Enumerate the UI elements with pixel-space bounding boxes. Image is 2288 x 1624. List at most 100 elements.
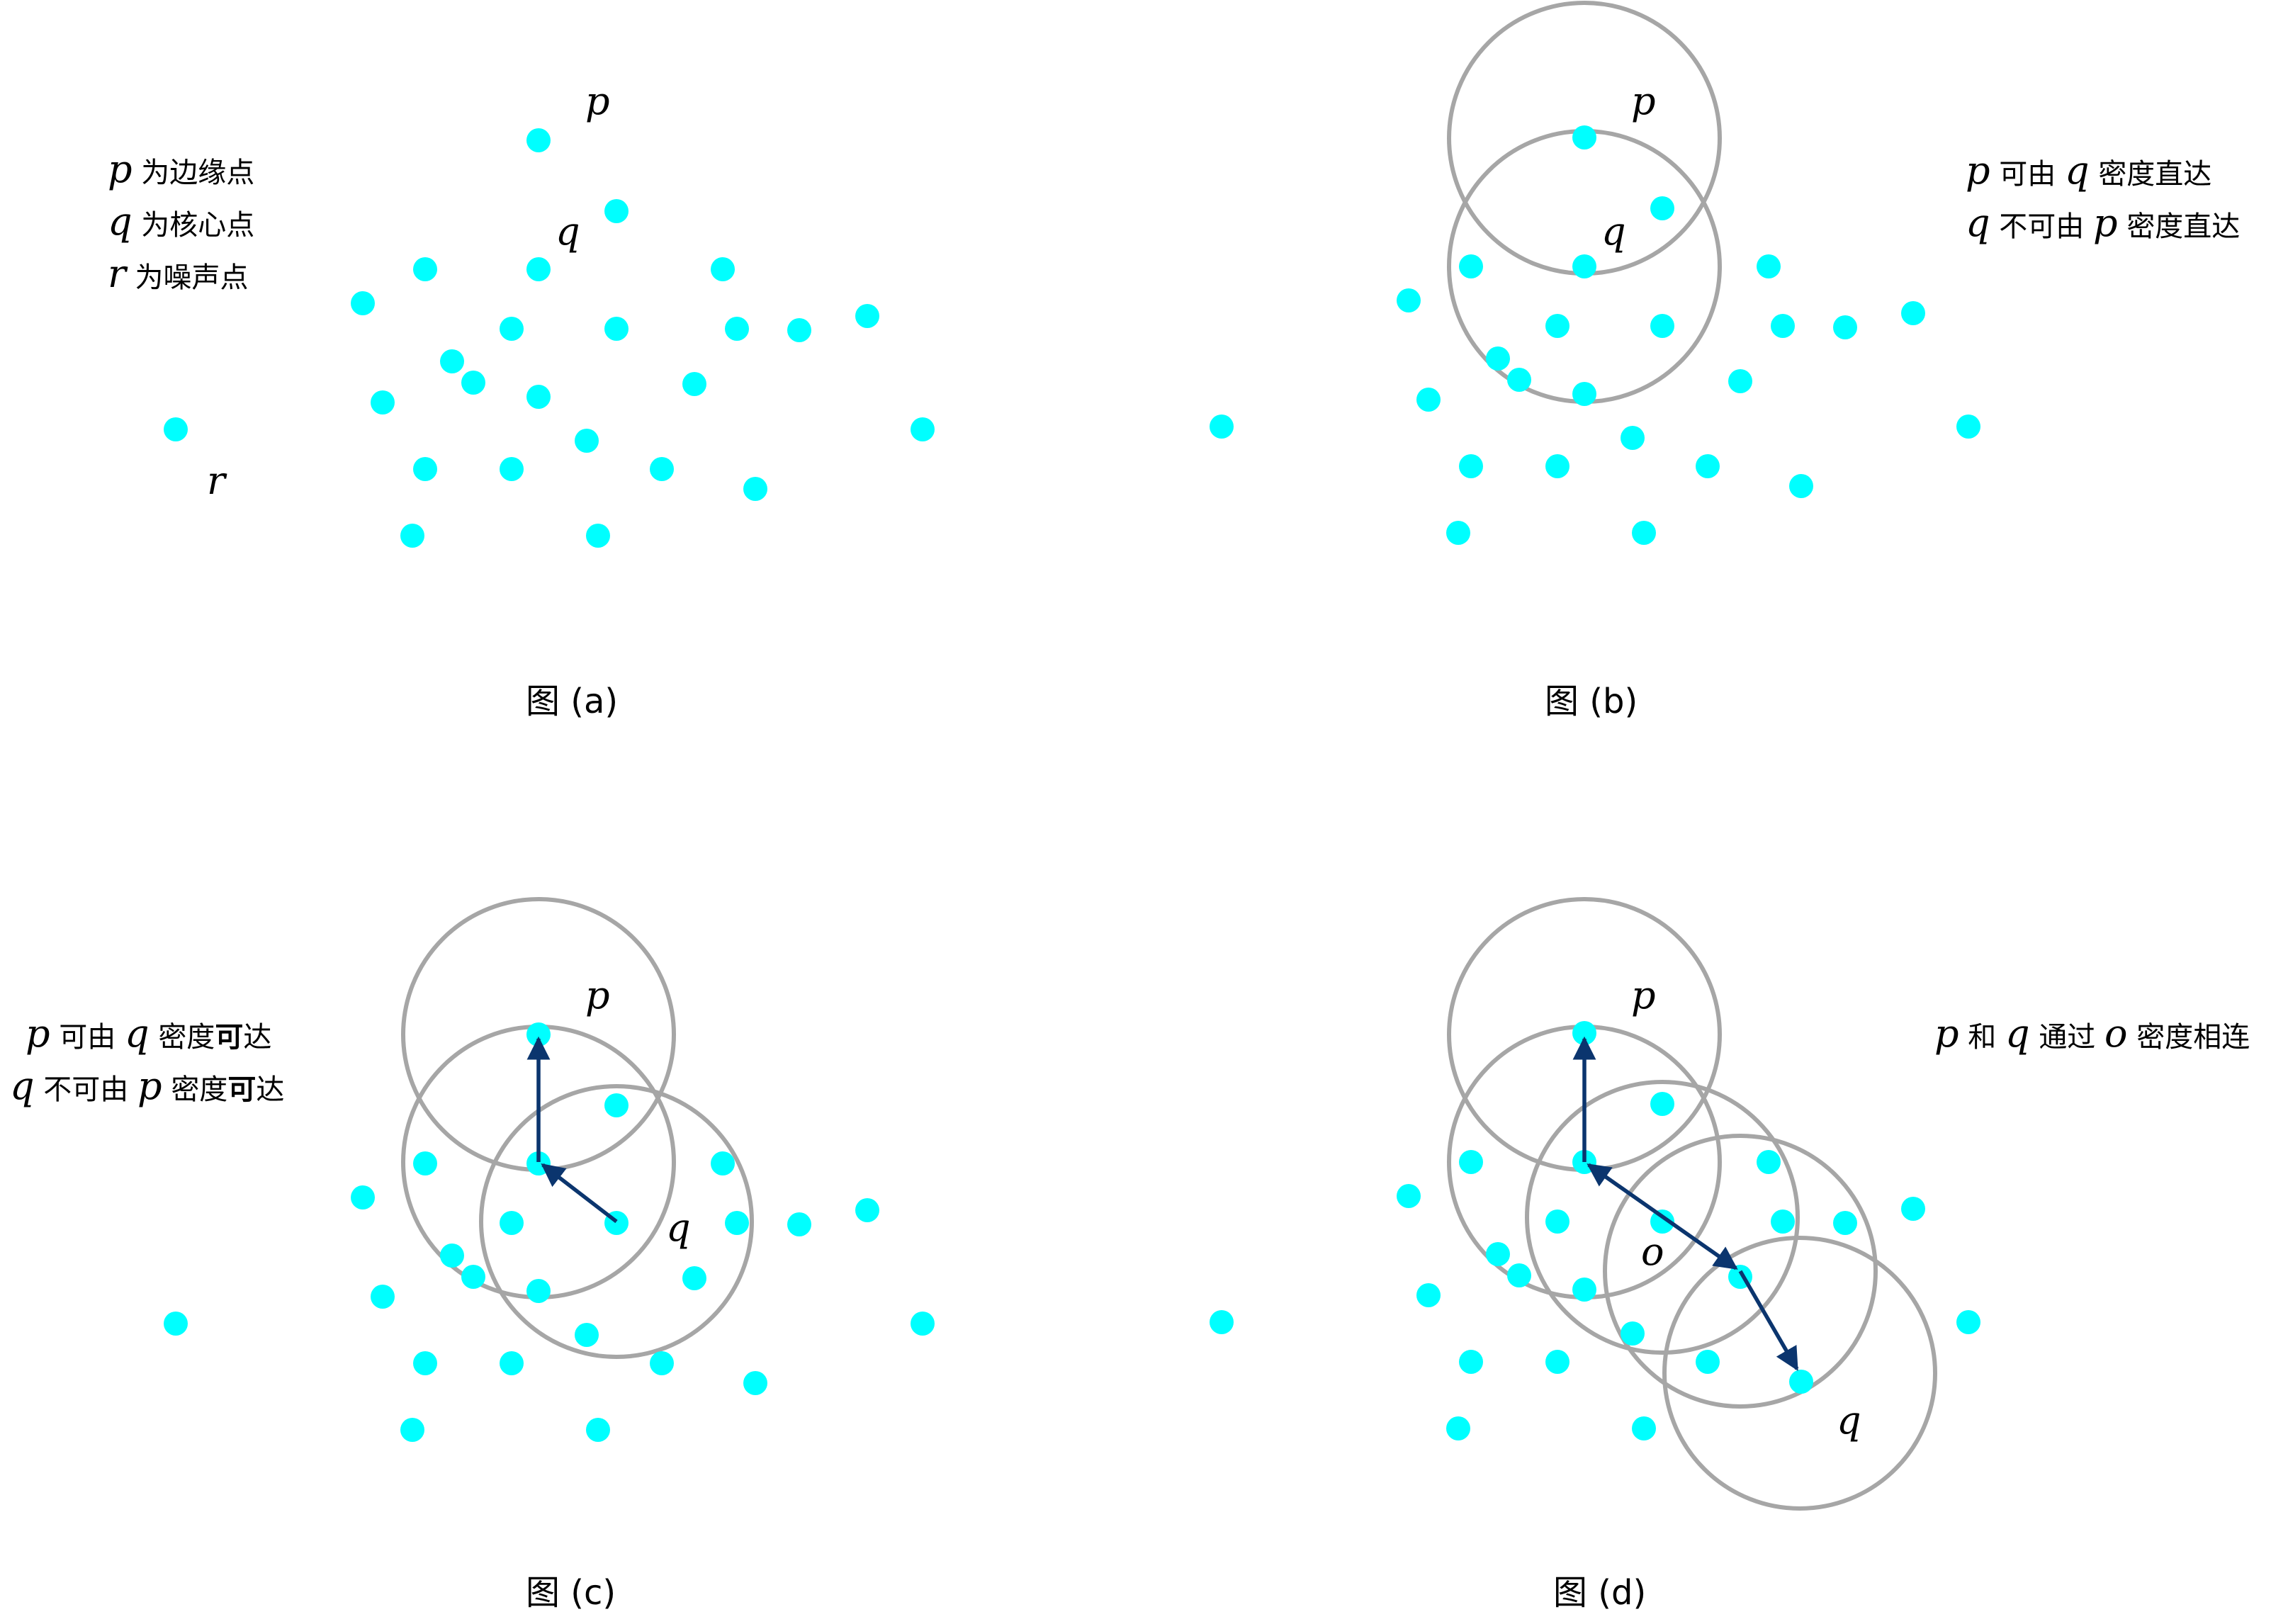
legend-text: 密度直达 (2126, 210, 2241, 243)
legend-text: 密度 (171, 1073, 228, 1106)
data-point (586, 1418, 610, 1442)
panel-d: p o q p 和 q 通过 o 密度相连 图 (d) (1144, 812, 2287, 1624)
math-symbol: o (2104, 1011, 2128, 1056)
legend-text: 为边缘点 (141, 157, 255, 189)
legend-line: p 可由 q 密度直达 (1966, 145, 2240, 197)
data-point (440, 349, 464, 373)
data-point (1833, 1211, 1857, 1235)
legend-text: 密度 (158, 1021, 215, 1054)
label-q: q (666, 1205, 691, 1250)
panel-a-plot (164, 128, 935, 548)
math-symbol: r (108, 252, 126, 296)
data-point (586, 524, 610, 548)
legend-a: p 为边缘点 q 为核心点 r 为噪声点 (108, 143, 254, 300)
data-point (1728, 369, 1752, 393)
legend-line: p 可由 q 密度可达 (10, 1008, 284, 1060)
data-point (1650, 196, 1674, 220)
legend-c: p 可由 q 密度可达 q 不可由 p 密度可达 (10, 1008, 284, 1112)
data-point (1416, 1283, 1441, 1307)
data-point (1789, 474, 1813, 498)
math-symbol: p (26, 1011, 50, 1056)
panel-a-points (164, 128, 935, 548)
math-symbol: p (1934, 1011, 1959, 1056)
label-p: p (585, 973, 610, 1017)
caption-b: 图 (b) (1545, 682, 1638, 721)
data-point (1545, 1209, 1570, 1234)
data-point (1621, 426, 1645, 450)
data-point (1621, 1321, 1645, 1346)
panel-b-plot (1210, 1, 1980, 545)
data-point (743, 1371, 767, 1395)
data-point (911, 417, 935, 441)
data-point (1572, 125, 1596, 150)
data-point (400, 1418, 424, 1442)
legend-text: 可由 (59, 1021, 116, 1054)
panel-c: p q p 可由 q 密度可达 q 不可由 p 密度可达 图 (c) (0, 812, 1144, 1624)
data-point (711, 1151, 735, 1175)
data-point (1545, 1350, 1570, 1374)
legend-text: 可由 (1999, 158, 2056, 191)
data-point (1446, 521, 1470, 545)
data-point (1459, 1350, 1483, 1374)
legend-text: 和 (1968, 1021, 1997, 1054)
data-point (711, 257, 735, 281)
data-point (413, 457, 437, 481)
data-point (1459, 254, 1483, 278)
label-q: q (556, 209, 580, 254)
eps-circle (479, 1084, 754, 1359)
caption-a: 图 (a) (526, 682, 619, 721)
data-point (413, 1151, 437, 1175)
math-symbol: q (2065, 148, 2090, 193)
legend-text: 达 (256, 1073, 285, 1106)
data-point (526, 385, 551, 409)
data-point (461, 371, 485, 395)
legend-text: 密度相连 (2136, 1021, 2250, 1054)
data-point (1901, 301, 1925, 325)
legend-text-bold: 可 (215, 1021, 244, 1054)
data-point (1632, 1416, 1656, 1440)
data-point (1650, 1092, 1674, 1116)
data-point (1757, 1150, 1781, 1174)
data-point (1572, 254, 1596, 278)
data-point (1650, 314, 1674, 338)
math-symbol: q (2005, 1011, 2030, 1056)
legend-line: p 和 q 通过 o 密度相连 (1934, 1008, 2250, 1060)
data-point (500, 457, 524, 481)
data-point (650, 1351, 674, 1375)
data-point (1507, 1263, 1531, 1287)
data-point (682, 1266, 706, 1290)
panel-b-points (1210, 125, 1980, 545)
arrow-q-to-o (541, 1163, 618, 1224)
caption-d: 图 (d) (1553, 1573, 1647, 1613)
label-p: p (585, 79, 610, 123)
data-point (1572, 1278, 1596, 1302)
panel-c-points (164, 1022, 935, 1442)
data-point (725, 1211, 749, 1235)
eps-circle (1662, 1236, 1937, 1511)
data-point (1696, 1350, 1720, 1374)
data-point (1397, 1184, 1421, 1208)
legend-line: q 不可由 p 密度可达 (10, 1060, 284, 1112)
math-symbol: q (108, 199, 133, 244)
label-q: q (1837, 1398, 1861, 1443)
math-symbol: q (125, 1011, 150, 1056)
data-point (1210, 415, 1234, 439)
eps-circle (1525, 1080, 1800, 1355)
data-point (575, 1323, 599, 1347)
data-point (413, 1351, 437, 1375)
data-point (682, 372, 706, 396)
label-o: o (1641, 1229, 1664, 1274)
data-point (413, 257, 437, 281)
data-point (351, 1185, 375, 1209)
data-point (1486, 1242, 1510, 1266)
data-point (911, 1312, 935, 1336)
data-point (855, 1198, 879, 1222)
legend-line: q 为核心点 (108, 196, 254, 248)
label-p: p (1631, 79, 1656, 123)
arrow-to-q (1738, 1270, 1799, 1371)
data-point (1416, 388, 1441, 412)
caption-c: 图 (c) (526, 1573, 616, 1613)
data-point (1210, 1310, 1234, 1334)
panel-d-points (1210, 1021, 1980, 1440)
data-point (743, 477, 767, 501)
